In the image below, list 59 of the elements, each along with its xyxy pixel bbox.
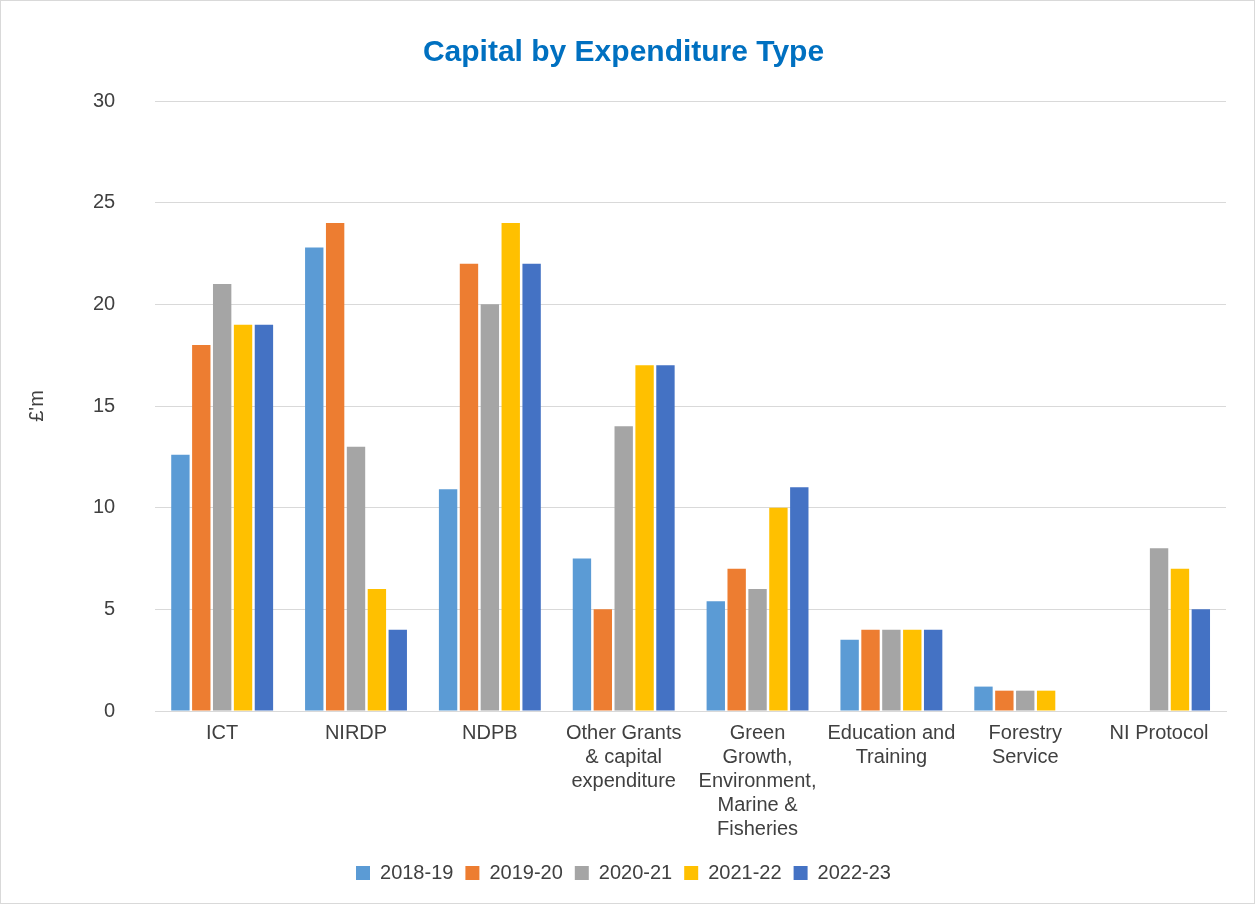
- y-tick-label: 20: [93, 291, 116, 314]
- bar: [903, 629, 922, 711]
- bar: [614, 426, 633, 711]
- y-tick-label: 5: [104, 596, 116, 619]
- legend-label: 2019-20: [489, 860, 563, 883]
- bar: [790, 487, 809, 711]
- x-tick-label: NIRDP: [324, 720, 388, 743]
- x-tick-label: Green Growth, Environment, Marine & Fisheries: [698, 720, 817, 839]
- bar: [572, 558, 592, 711]
- bar: [923, 629, 943, 711]
- bar: [1170, 568, 1190, 711]
- y-tick-label: 10: [93, 495, 116, 518]
- chart-title: Capital by Expenditure Type: [422, 34, 825, 68]
- bar: [593, 609, 613, 711]
- bar: [1036, 690, 1056, 711]
- bar: [325, 223, 345, 711]
- bar: [522, 263, 541, 711]
- x-tick-label: Other Grants & capital expenditure: [565, 720, 682, 791]
- y-tick-label: 25: [93, 190, 116, 213]
- bar: [254, 324, 274, 711]
- legend-label: 2020-21: [598, 860, 673, 883]
- bar: [656, 365, 675, 711]
- bar: [501, 223, 520, 711]
- bar: [1016, 690, 1035, 711]
- bar: [882, 629, 901, 711]
- y-tick-label: 15: [93, 393, 116, 416]
- y-tick-label: 0: [104, 698, 116, 721]
- bar: [459, 263, 479, 711]
- legend-label: 2018-19: [380, 860, 454, 883]
- bar: [388, 629, 407, 711]
- bar: [212, 284, 232, 711]
- y-tick-label: 30: [93, 88, 116, 111]
- bar: [840, 639, 859, 711]
- bar: [367, 589, 387, 711]
- bar: [305, 247, 324, 711]
- bar: [233, 324, 253, 711]
- bar: [861, 629, 880, 711]
- bar: [480, 304, 500, 711]
- bar: [995, 690, 1014, 711]
- x-tick-label: Forestry Service: [988, 720, 1062, 767]
- legend-label: 2021-22: [708, 860, 782, 883]
- bar: [706, 601, 725, 711]
- bar: [727, 568, 746, 711]
- legend-label: 2022-23: [817, 860, 891, 883]
- bar: [974, 686, 993, 711]
- bar: [748, 589, 767, 711]
- bar: [346, 446, 366, 711]
- bar: [1149, 548, 1169, 711]
- x-tick-label: NDPB: [462, 720, 518, 743]
- y-axis-title: £'m: [24, 390, 47, 422]
- bar: [769, 507, 788, 711]
- x-tick-label: Education and Training: [827, 720, 956, 767]
- bar: [171, 454, 190, 711]
- bar: [192, 345, 211, 711]
- bar: [1191, 609, 1211, 711]
- bar: [438, 489, 458, 711]
- x-tick-label: ICT: [206, 720, 239, 743]
- x-tick-label: NI Protocol: [1109, 720, 1209, 743]
- bar: [635, 365, 654, 711]
